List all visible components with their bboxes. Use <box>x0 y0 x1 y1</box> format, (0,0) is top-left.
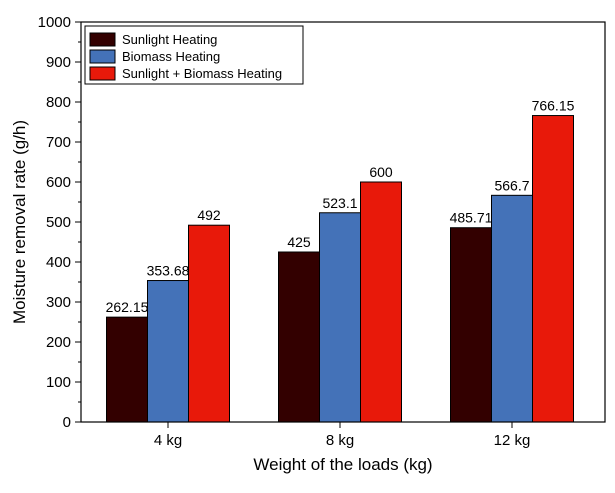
y-tick-label: 900 <box>46 54 71 71</box>
y-tick-label: 400 <box>46 254 71 271</box>
bar-2-2 <box>532 115 574 423</box>
y-axis-label: Moisture removal rate (g/h) <box>10 120 29 324</box>
y-tick-label: 1000 <box>38 14 71 31</box>
x-axis: 4 kg 8 kg 12 kg <box>154 422 531 449</box>
bar-value-label: 766.15 <box>532 98 575 114</box>
y-tick-label: 100 <box>46 374 71 391</box>
bar-value-label: 353.68 <box>147 263 190 279</box>
bar-2-1 <box>360 181 402 423</box>
legend-swatch <box>89 66 116 81</box>
y-tick-label: 500 <box>46 214 71 231</box>
bar-value-label: 523.1 <box>322 195 357 211</box>
y-tick-label: 600 <box>46 174 71 191</box>
bar-value-labels: 262.15 425 485.71 353.68 523.1 566.7 492 600 766… <box>106 98 575 316</box>
bar-0-2 <box>450 227 492 423</box>
bar-0-1 <box>278 251 320 423</box>
legend-frame <box>84 25 304 85</box>
bar-1-1 <box>319 212 361 423</box>
y-tick-label: 700 <box>46 134 71 151</box>
x-tick-label: 8 kg <box>326 432 354 449</box>
legend-label: Biomass Heating <box>122 49 220 64</box>
y-tick-label: 800 <box>46 94 71 111</box>
bar-0-0 <box>106 316 148 423</box>
x-tick-label: 12 kg <box>494 432 531 449</box>
bar-2-0 <box>188 224 230 423</box>
legend-label: Sunlight + Biomass Heating <box>122 66 282 81</box>
y-tick-label: 0 <box>63 414 71 431</box>
y-axis: 0 100 200 300 400 500 600 700 800 900 1000 <box>38 14 81 431</box>
legend: Sunlight Heating Biomass Heating Sunlight … <box>84 25 304 85</box>
y-tick-label: 300 <box>46 294 71 311</box>
x-tick-label: 4 kg <box>154 432 182 449</box>
bars-layer <box>106 115 574 423</box>
bar-1-0 <box>147 280 189 423</box>
y-tick-label: 200 <box>46 334 71 351</box>
x-axis-label: Weight of the loads (kg) <box>253 455 432 474</box>
legend-label: Sunlight Heating <box>122 32 217 47</box>
legend-swatch <box>89 49 116 64</box>
bar-value-label: 492 <box>197 207 221 223</box>
bar-value-label: 425 <box>287 234 311 250</box>
bar-value-label: 566.7 <box>494 177 529 193</box>
bar-value-label: 485.71 <box>450 210 493 226</box>
bar-1-2 <box>491 194 533 423</box>
legend-swatch <box>89 32 116 47</box>
bar-value-label: 600 <box>369 164 393 180</box>
bar-value-label: 262.15 <box>106 299 149 315</box>
